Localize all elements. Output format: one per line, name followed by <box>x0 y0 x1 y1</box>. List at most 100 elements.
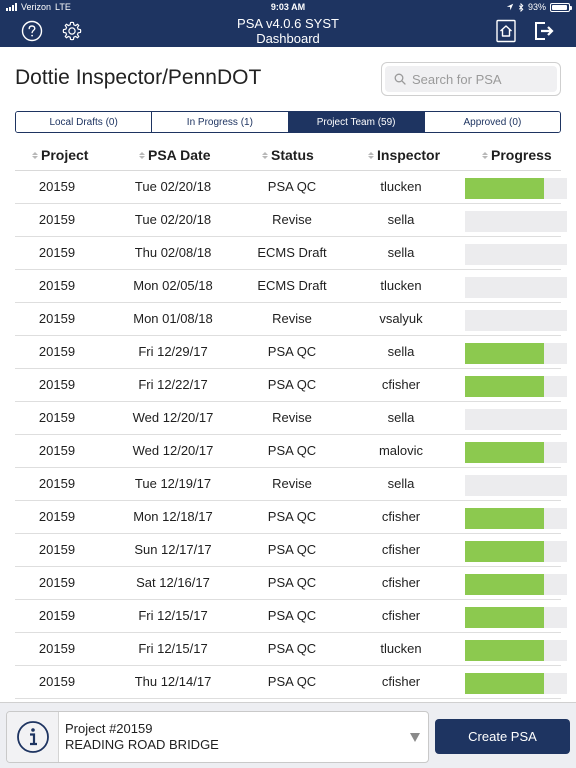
cell-inspector: sella <box>387 410 415 425</box>
cell-status: PSA QC <box>267 509 317 524</box>
table-row[interactable]: 20159 Tue 02/20/18 Revise sella <box>15 204 567 237</box>
progress-fill <box>465 178 544 199</box>
progress-fill <box>465 442 544 463</box>
progress-bar <box>465 673 567 694</box>
cell-project: 20159 <box>38 476 76 491</box>
sort-icon <box>368 151 374 159</box>
cell-inspector: cfisher <box>381 575 421 590</box>
filter-tabs: Local Drafts (0) In Progress (1) Project… <box>15 111 561 133</box>
cell-project: 20159 <box>38 212 76 227</box>
cell-status: Revise <box>272 410 312 425</box>
cell-project: 20159 <box>38 674 76 689</box>
cell-status: PSA QC <box>267 608 317 623</box>
cell-status: PSA QC <box>267 542 317 557</box>
progress-bar <box>465 310 567 331</box>
cell-psa-date: Thu 02/08/18 <box>134 245 212 260</box>
chevron-down-icon[interactable] <box>410 733 420 742</box>
cell-project: 20159 <box>38 377 76 392</box>
bluetooth-icon <box>518 2 524 12</box>
progress-bar <box>465 442 567 463</box>
table-row[interactable]: 20159 Fri 12/15/17 PSA QC tlucken <box>15 633 567 666</box>
cell-status: Revise <box>272 311 312 326</box>
search-box[interactable] <box>381 62 561 96</box>
table-row[interactable]: 20159 Fri 12/29/17 PSA QC sella <box>15 336 567 369</box>
table-row[interactable]: 20159 Mon 12/18/17 PSA QC cfisher <box>15 501 567 534</box>
cell-psa-date: Tue 02/20/18 <box>134 179 212 194</box>
logout-icon[interactable] <box>532 19 556 43</box>
tab-local-drafts[interactable]: Local Drafts (0) <box>16 112 153 132</box>
column-header-inspector[interactable]: Inspector <box>368 147 440 163</box>
info-icon[interactable] <box>7 712 59 762</box>
column-header-psa-date[interactable]: PSA Date <box>139 147 211 163</box>
progress-bar <box>465 508 567 529</box>
column-header-progress[interactable]: Progress <box>482 147 552 163</box>
cell-inspector: cfisher <box>381 542 421 557</box>
table-row[interactable]: 20159 Fri 12/22/17 PSA QC cfisher <box>15 369 567 402</box>
cell-inspector: tlucken <box>380 278 422 293</box>
cell-psa-date: Wed 12/20/17 <box>132 443 214 458</box>
cell-psa-date: Tue 12/19/17 <box>134 476 212 491</box>
table-row[interactable]: 20159 Wed 12/20/17 PSA QC malovic <box>15 435 567 468</box>
column-header-status[interactable]: Status <box>262 147 314 163</box>
home-icon[interactable] <box>494 19 518 43</box>
progress-bar <box>465 277 567 298</box>
psa-table: 20159 Tue 02/20/18 PSA QC tlucken 20159 Tue 0… <box>15 170 567 699</box>
progress-bar <box>465 574 567 595</box>
cell-psa-date: Fri 12/15/17 <box>138 641 208 656</box>
help-icon[interactable] <box>20 19 44 43</box>
cell-psa-date: Sun 12/17/17 <box>134 542 212 557</box>
table-row[interactable]: 20159 Wed 12/20/17 Revise sella <box>15 402 567 435</box>
table-row[interactable]: 20159 Tue 12/19/17 Revise sella <box>15 468 567 501</box>
table-row[interactable]: 20159 Tue 02/20/18 PSA QC tlucken <box>15 171 567 204</box>
cell-inspector: cfisher <box>381 377 421 392</box>
table-row[interactable]: 20159 Thu 02/08/18 ECMS Draft sella <box>15 237 567 270</box>
tab-approved[interactable]: Approved (0) <box>424 112 560 132</box>
cell-status: PSA QC <box>267 179 317 194</box>
cell-project: 20159 <box>38 245 76 260</box>
project-name: READING ROAD BRIDGE <box>65 737 219 752</box>
cell-inspector: cfisher <box>381 608 421 623</box>
progress-bar <box>465 211 567 232</box>
cell-inspector: tlucken <box>380 641 422 656</box>
cell-psa-date: Wed 12/20/17 <box>132 410 214 425</box>
cell-project: 20159 <box>38 608 76 623</box>
signal-icon <box>6 3 17 11</box>
column-header-project[interactable]: Project <box>32 147 88 163</box>
cell-psa-date: Fri 12/22/17 <box>138 377 208 392</box>
progress-bar <box>465 541 567 562</box>
cell-project: 20159 <box>38 575 76 590</box>
tab-project-team[interactable]: Project Team (59) <box>288 112 425 132</box>
cell-psa-date: Mon 02/05/18 <box>133 278 213 293</box>
cell-project: 20159 <box>38 410 76 425</box>
cell-project: 20159 <box>38 542 76 557</box>
tab-in-progress[interactable]: In Progress (1) <box>152 112 289 132</box>
progress-fill <box>465 343 544 364</box>
cell-status: PSA QC <box>267 344 317 359</box>
table-row[interactable]: 20159 Thu 12/14/17 PSA QC cfisher <box>15 666 567 699</box>
progress-bar <box>465 343 567 364</box>
progress-bar <box>465 178 567 199</box>
table-row[interactable]: 20159 Fri 12/15/17 PSA QC cfisher <box>15 600 567 633</box>
gear-icon[interactable] <box>60 19 84 43</box>
cell-project: 20159 <box>38 344 76 359</box>
cell-project: 20159 <box>38 311 76 326</box>
cell-psa-date: Tue 02/20/18 <box>134 212 212 227</box>
project-selector[interactable]: Project #20159 READING ROAD BRIDGE <box>6 711 429 763</box>
sort-icon <box>262 151 268 159</box>
search-input[interactable] <box>412 71 542 87</box>
progress-bar <box>465 475 567 496</box>
cell-psa-date: Mon 12/18/17 <box>133 509 213 524</box>
battery-percent: 93% <box>527 2 546 12</box>
create-psa-button[interactable]: Create PSA <box>435 719 570 754</box>
sort-icon <box>32 151 38 159</box>
table-row[interactable]: 20159 Mon 02/05/18 ECMS Draft tlucken <box>15 270 567 303</box>
cell-status: PSA QC <box>267 641 317 656</box>
table-row[interactable]: 20159 Sun 12/17/17 PSA QC cfisher <box>15 534 567 567</box>
table-row[interactable]: 20159 Mon 01/08/18 Revise vsalyuk <box>15 303 567 336</box>
screen-title: Dashboard <box>256 31 320 46</box>
clock: 9:03 AM <box>270 2 306 12</box>
cell-project: 20159 <box>38 509 76 524</box>
cell-inspector: sella <box>387 245 415 260</box>
table-row[interactable]: 20159 Sat 12/16/17 PSA QC cfisher <box>15 567 567 600</box>
app-title-block: PSA v4.0.6 SYST Dashboard <box>0 16 576 46</box>
